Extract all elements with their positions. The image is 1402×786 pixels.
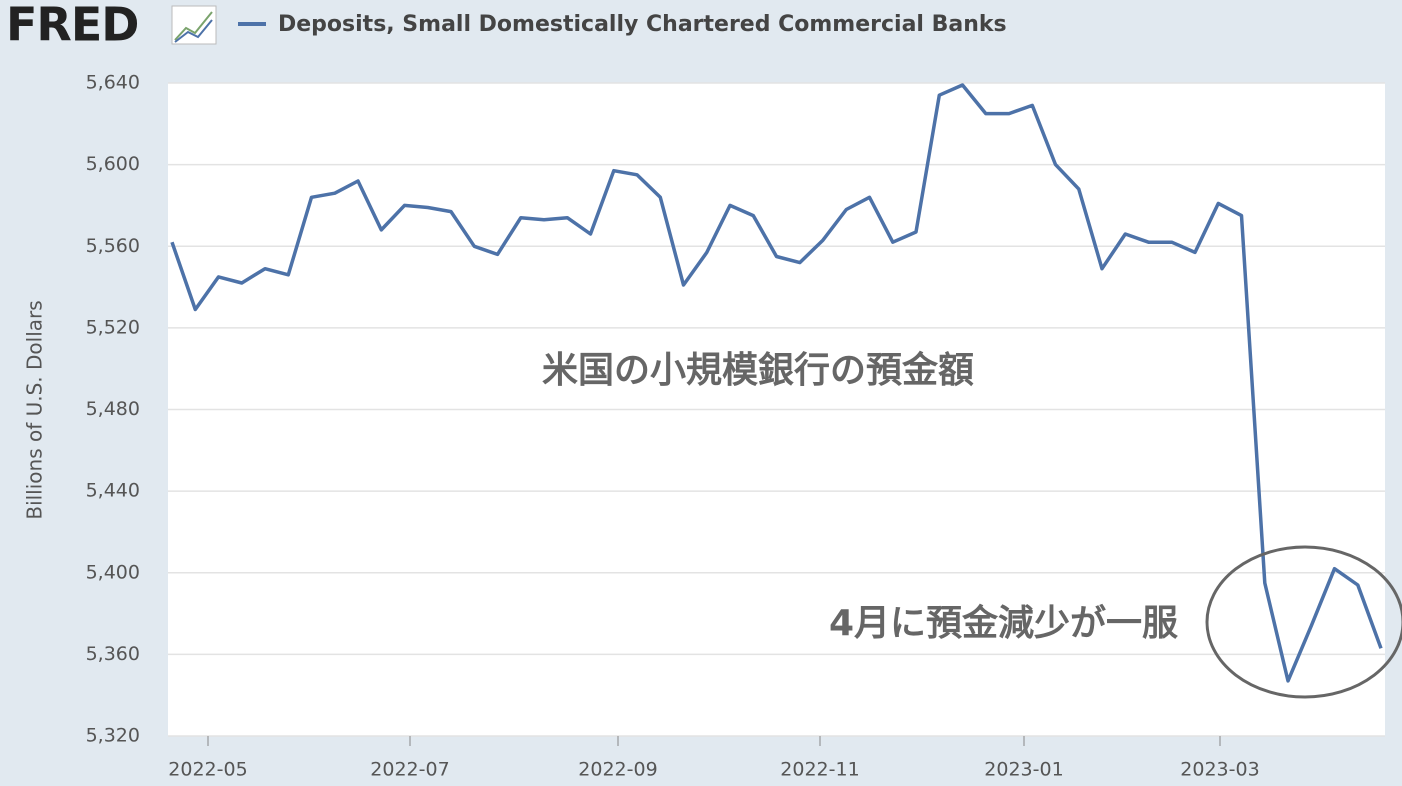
- x-tick-label: 2022-07: [370, 759, 449, 781]
- annotation: 米国の小規模銀行の預金額: [542, 349, 974, 391]
- y-tick-label: 5,640: [86, 72, 140, 94]
- legend-label: Deposits, Small Domestically Chartered C…: [278, 12, 1007, 37]
- highlight-ellipse: [1205, 545, 1402, 699]
- y-axis-label: Billions of U.S. Dollars: [23, 300, 47, 519]
- y-tick-label: 5,520: [86, 316, 140, 338]
- y-tick-label: 5,320: [86, 725, 140, 747]
- x-tick-label: 2022-11: [780, 759, 859, 781]
- x-tick-label: 2023-03: [1180, 759, 1259, 781]
- x-tick-label: 2023-01: [984, 759, 1063, 781]
- y-tick-label: 5,480: [86, 398, 140, 420]
- annotation: 4月に預金減少が一服: [829, 602, 1178, 644]
- y-tick-label: 5,440: [86, 480, 140, 502]
- y-tick-label: 5,400: [86, 561, 140, 583]
- y-tick-label: 5,560: [86, 235, 140, 257]
- logo-icon: [171, 5, 217, 45]
- y-tick-label: 5,360: [86, 643, 140, 665]
- x-tick-label: 2022-05: [168, 759, 247, 781]
- logo: FRED: [6, 0, 138, 52]
- y-tick-label: 5,600: [86, 153, 140, 175]
- data-line: [170, 83, 1383, 683]
- x-tick-label: 2022-09: [578, 759, 657, 781]
